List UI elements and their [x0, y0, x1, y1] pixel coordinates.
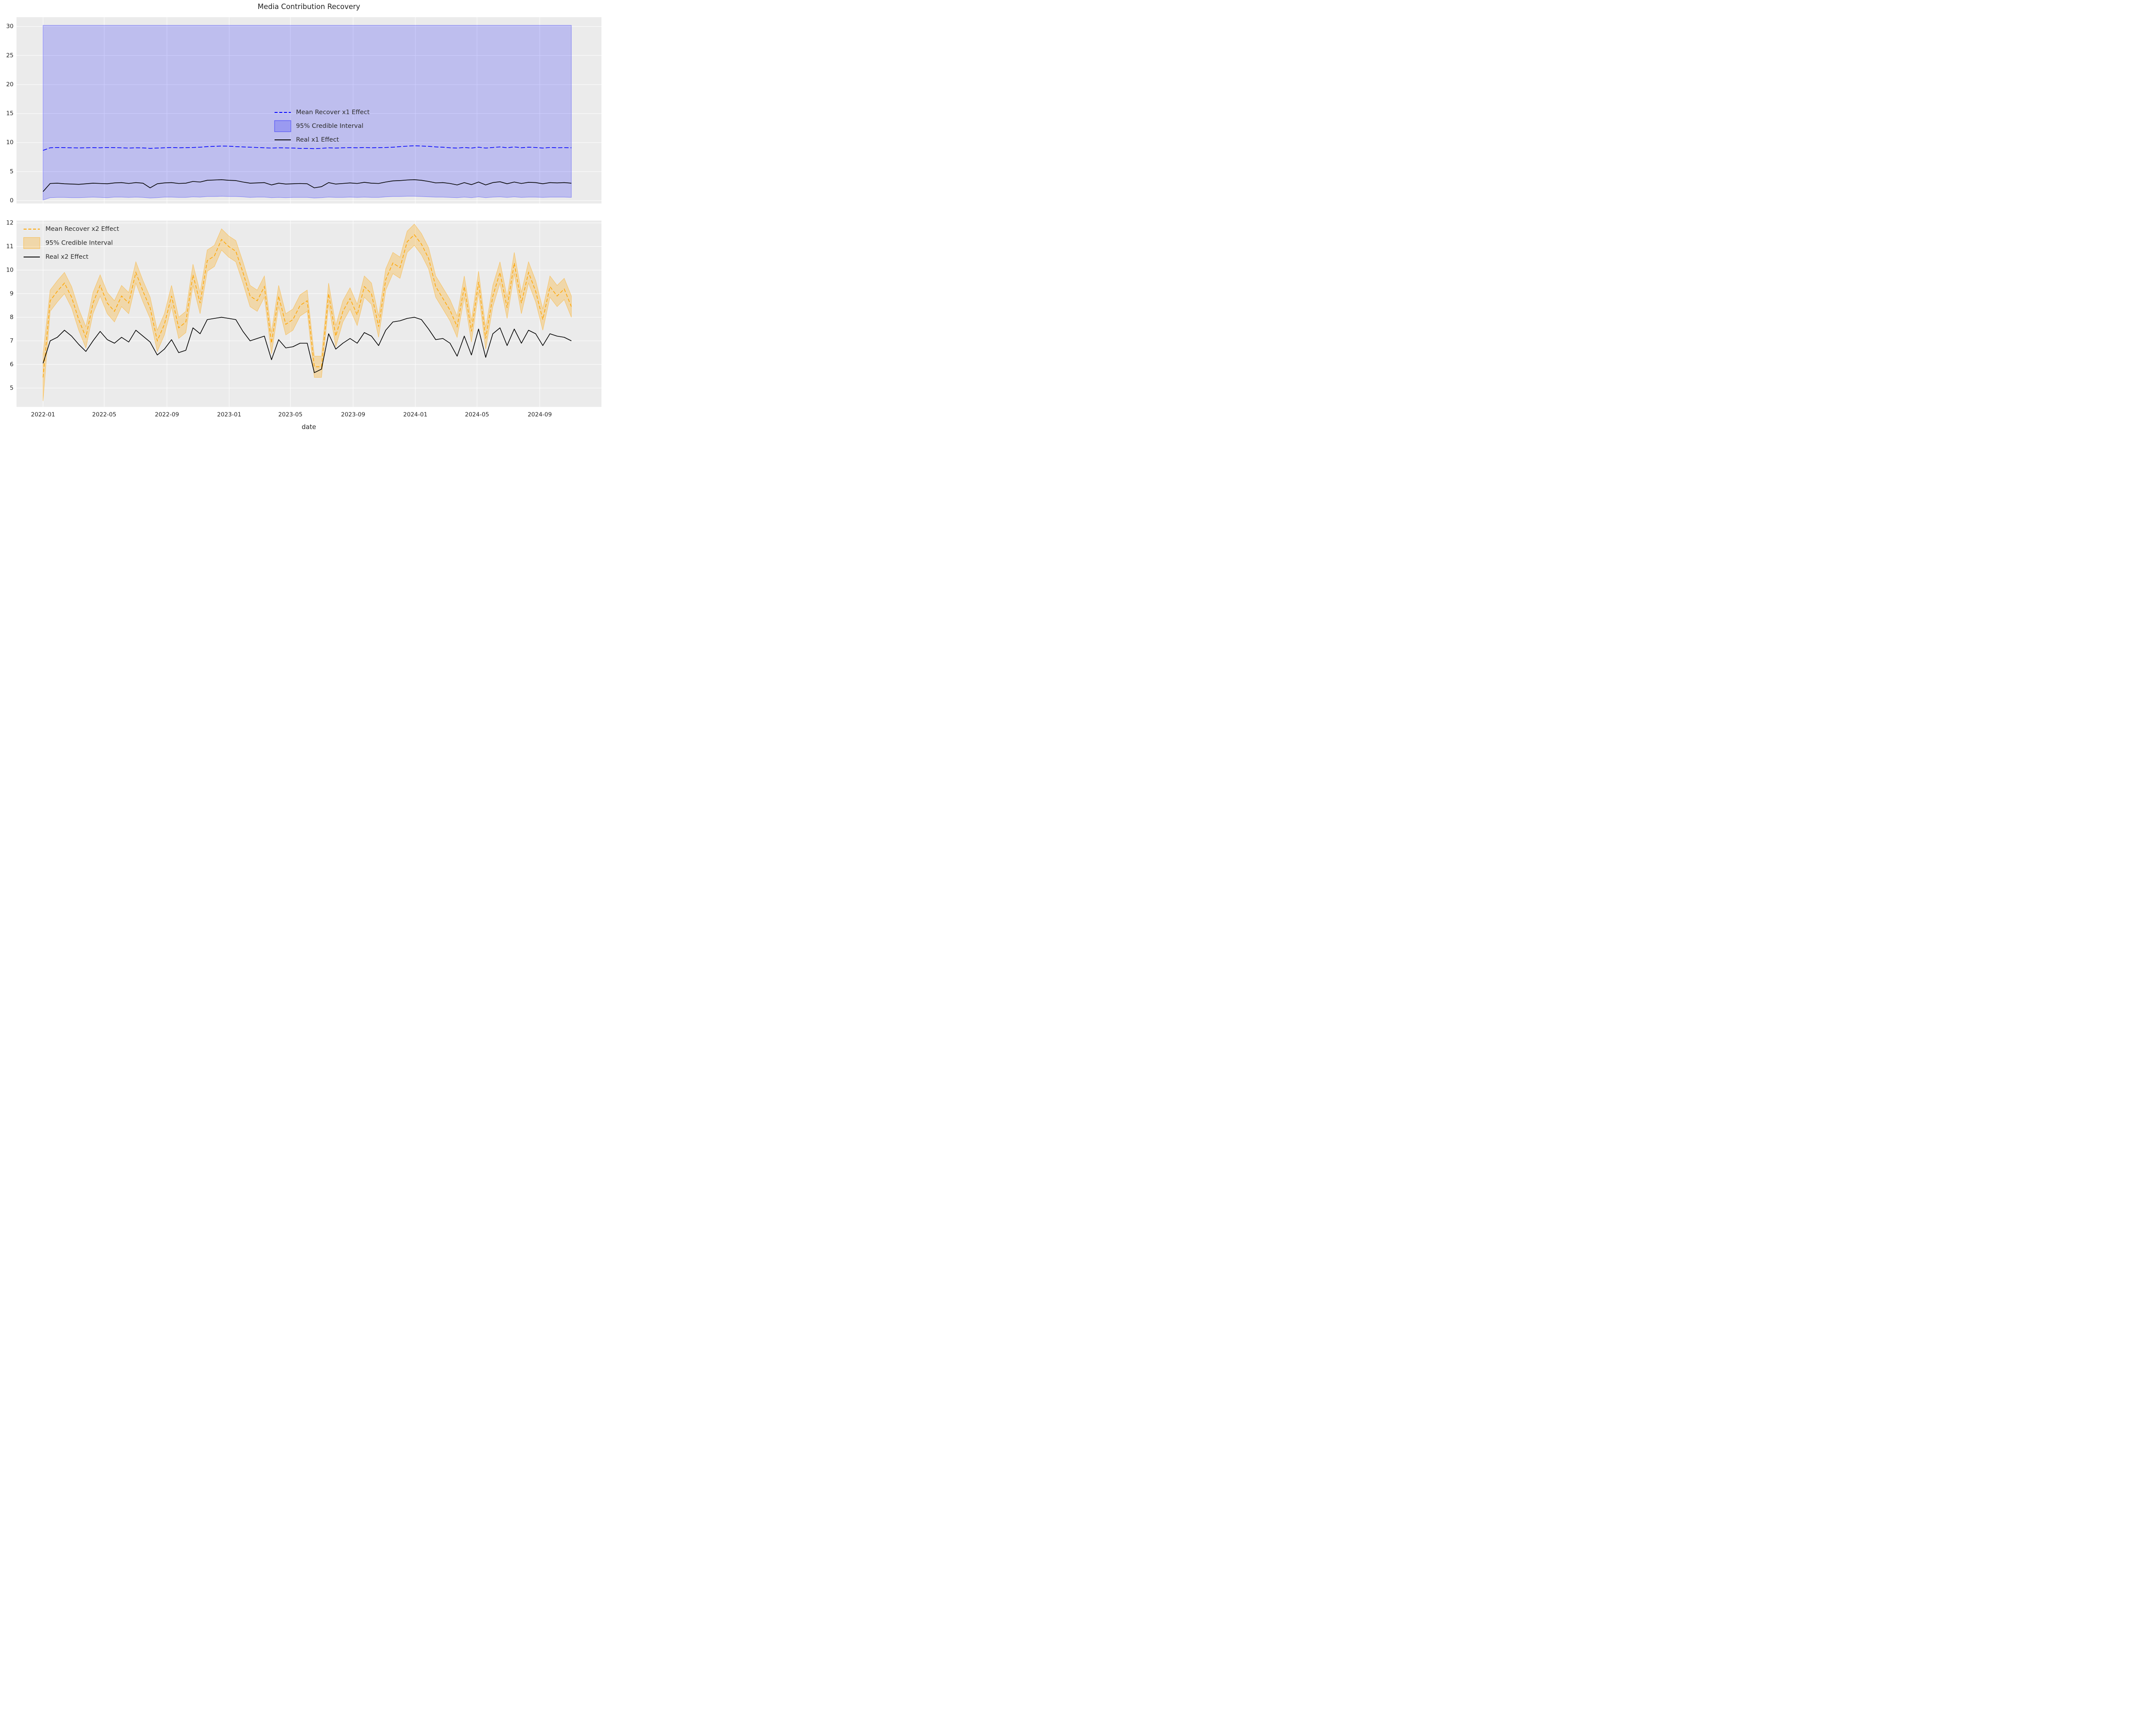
legend-patch-handle: [274, 120, 291, 132]
x-tick-label: 2022-01: [31, 411, 55, 418]
chart-canvas: 0 5 10 15 20 25 30 Mean Recover x1 Effect 95% Cr…: [6, 17, 601, 418]
legend-label: 95% Credible Interval: [45, 240, 113, 247]
y-tick-label: 15: [6, 110, 13, 117]
ci-band: [42, 25, 572, 200]
real-line: [42, 179, 571, 192]
x-tick-label: 2024-05: [465, 411, 489, 418]
ci-band: [42, 224, 572, 401]
axes-background: [16, 221, 601, 407]
x-tick-label: 2024-09: [528, 411, 552, 418]
y-tick-label: 10: [6, 266, 13, 273]
x-tick-label: 2024-01: [403, 411, 427, 418]
y-tick-label: 9: [10, 290, 14, 297]
y-tick-label: 11: [6, 243, 13, 250]
legend-patch-handle: [23, 237, 40, 249]
x-tick-label: 2022-09: [155, 411, 179, 418]
mean-line: [43, 145, 571, 151]
real-line: [42, 317, 572, 373]
y-tick-label: 5: [10, 384, 14, 391]
figure: Media Contribution Recovery 0 5 10 15 20 25 30…: [0, 0, 606, 434]
y-tick-label: 10: [6, 139, 13, 146]
legend-label: Mean Recover x2 Effect: [45, 226, 119, 233]
mean-line: [42, 234, 572, 378]
y-tick-label: 8: [10, 314, 14, 321]
legend-label: Real x1 Effect: [296, 136, 339, 143]
legend-label: 95% Credible Interval: [296, 123, 363, 130]
legend-label: Real x2 Effect: [45, 254, 88, 260]
y-tick-label: 30: [6, 23, 13, 30]
y-tick-label: 7: [10, 337, 14, 344]
x-tick-label: 2023-01: [217, 411, 241, 418]
y-tick-label: 25: [6, 52, 13, 59]
y-tick-label: 6: [10, 361, 14, 368]
axes-background: [16, 17, 601, 204]
y-tick-label: 0: [10, 197, 14, 204]
legend-label: Mean Recover x1 Effect: [296, 109, 370, 116]
x-axis-label: date: [302, 423, 316, 431]
y-tick-label: 5: [10, 168, 14, 175]
y-tick-label: 12: [6, 220, 13, 227]
x-tick-label: 2023-05: [278, 411, 302, 418]
x-tick-label: 2023-09: [341, 411, 365, 418]
y-tick-label: 20: [6, 81, 13, 88]
x-tick-label: 2022-05: [92, 411, 116, 418]
chart-title: Media Contribution Recovery: [257, 3, 360, 11]
